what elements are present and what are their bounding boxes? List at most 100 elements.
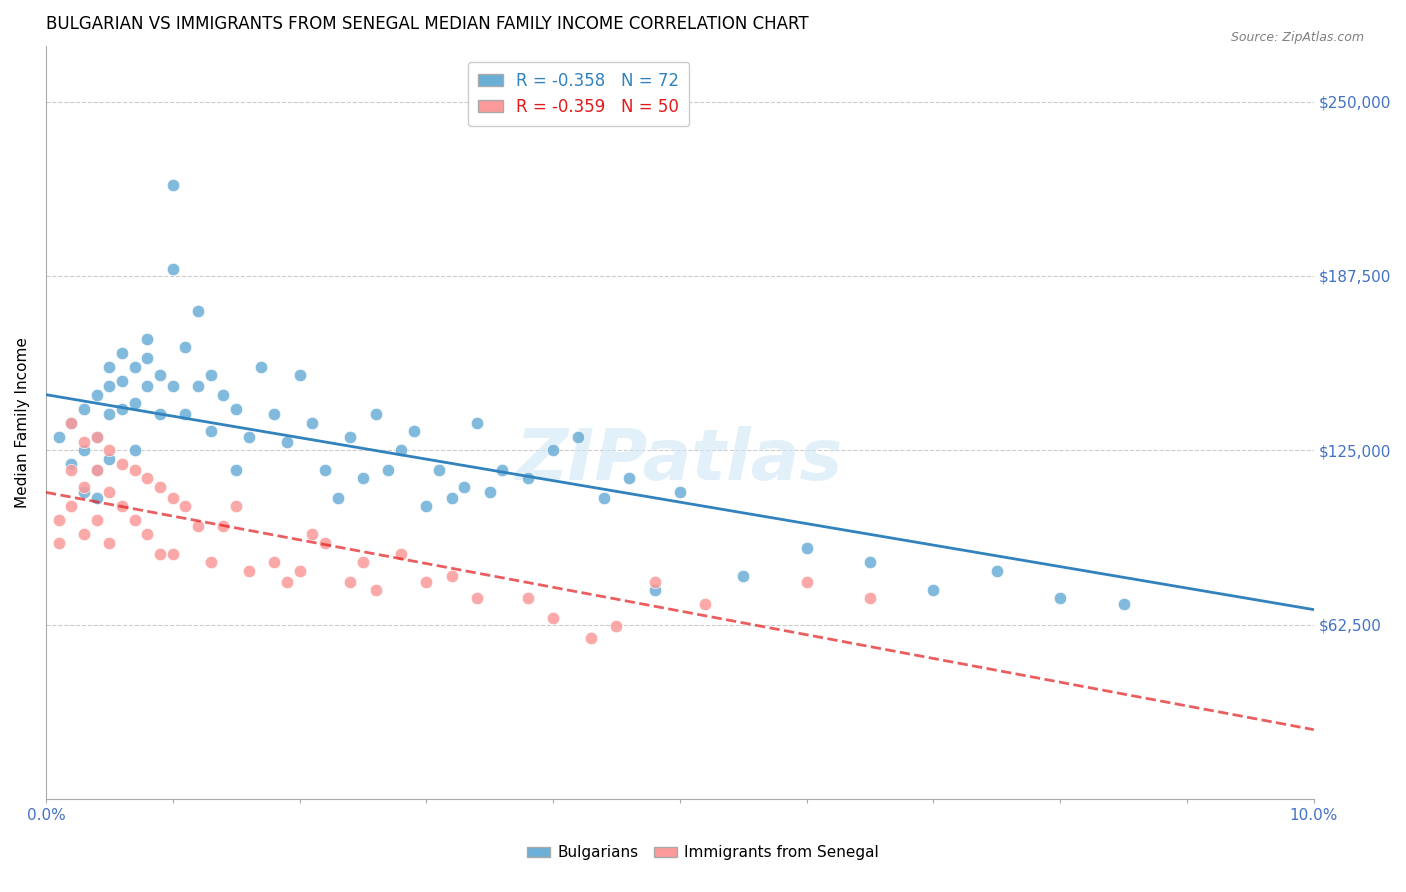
Point: [136, 471, 159, 485]
Point: [326, 491, 349, 505]
Text: Source: ZipAtlas.com: Source: ZipAtlas.com: [1230, 31, 1364, 45]
Point: [301, 527, 323, 541]
Point: [288, 564, 311, 578]
Point: [314, 535, 336, 549]
Point: [136, 351, 159, 366]
Point: [314, 463, 336, 477]
Point: [200, 368, 222, 383]
Point: [174, 500, 197, 514]
Point: [124, 443, 146, 458]
Point: [440, 569, 463, 583]
Text: BULGARIAN VS IMMIGRANTS FROM SENEGAL MEDIAN FAMILY INCOME CORRELATION CHART: BULGARIAN VS IMMIGRANTS FROM SENEGAL MED…: [46, 15, 808, 33]
Point: [478, 485, 501, 500]
Point: [149, 547, 172, 561]
Point: [339, 429, 361, 443]
Point: [98, 443, 121, 458]
Point: [111, 374, 134, 388]
Point: [579, 631, 602, 645]
Point: [859, 555, 882, 569]
Point: [263, 407, 285, 421]
Point: [377, 463, 399, 477]
Point: [136, 527, 159, 541]
Point: [124, 463, 146, 477]
Point: [669, 485, 692, 500]
Point: [276, 574, 298, 589]
Point: [644, 583, 666, 598]
Point: [491, 463, 513, 477]
Point: [859, 591, 882, 606]
Point: [238, 429, 260, 443]
Point: [98, 359, 121, 374]
Point: [86, 491, 108, 505]
Point: [86, 429, 108, 443]
Point: [98, 451, 121, 466]
Point: [162, 547, 184, 561]
Point: [60, 463, 83, 477]
Point: [60, 500, 83, 514]
Point: [263, 555, 285, 569]
Point: [225, 463, 247, 477]
Point: [617, 471, 640, 485]
Point: [174, 340, 197, 354]
Point: [48, 513, 70, 527]
Point: [796, 574, 818, 589]
Legend: R = -0.358   N = 72, R = -0.359   N = 50: R = -0.358 N = 72, R = -0.359 N = 50: [468, 62, 689, 126]
Point: [98, 485, 121, 500]
Point: [162, 491, 184, 505]
Point: [301, 416, 323, 430]
Point: [86, 387, 108, 401]
Point: [73, 480, 96, 494]
Point: [86, 513, 108, 527]
Point: [415, 574, 437, 589]
Point: [238, 564, 260, 578]
Y-axis label: Median Family Income: Median Family Income: [15, 337, 30, 508]
Point: [440, 491, 463, 505]
Point: [352, 471, 374, 485]
Point: [98, 379, 121, 393]
Point: [124, 396, 146, 410]
Point: [174, 407, 197, 421]
Point: [73, 435, 96, 450]
Point: [149, 480, 172, 494]
Point: [364, 583, 387, 598]
Point: [60, 416, 83, 430]
Point: [1112, 597, 1135, 611]
Point: [225, 500, 247, 514]
Point: [111, 345, 134, 359]
Point: [162, 379, 184, 393]
Point: [187, 304, 209, 318]
Point: [541, 443, 564, 458]
Point: [605, 619, 627, 633]
Point: [149, 368, 172, 383]
Point: [922, 583, 945, 598]
Point: [695, 597, 717, 611]
Point: [465, 416, 488, 430]
Text: ZIPatlas: ZIPatlas: [516, 425, 844, 495]
Point: [592, 491, 614, 505]
Point: [73, 527, 96, 541]
Point: [453, 480, 475, 494]
Point: [427, 463, 450, 477]
Point: [516, 591, 538, 606]
Point: [73, 485, 96, 500]
Point: [276, 435, 298, 450]
Point: [98, 535, 121, 549]
Point: [48, 429, 70, 443]
Point: [541, 611, 564, 625]
Point: [212, 387, 235, 401]
Point: [187, 519, 209, 533]
Point: [339, 574, 361, 589]
Point: [402, 424, 425, 438]
Point: [352, 555, 374, 569]
Point: [796, 541, 818, 556]
Point: [212, 519, 235, 533]
Point: [986, 564, 1008, 578]
Point: [389, 443, 412, 458]
Point: [111, 458, 134, 472]
Point: [162, 262, 184, 277]
Point: [1049, 591, 1071, 606]
Legend: Bulgarians, Immigrants from Senegal: Bulgarians, Immigrants from Senegal: [520, 839, 886, 866]
Point: [60, 458, 83, 472]
Point: [465, 591, 488, 606]
Point: [200, 424, 222, 438]
